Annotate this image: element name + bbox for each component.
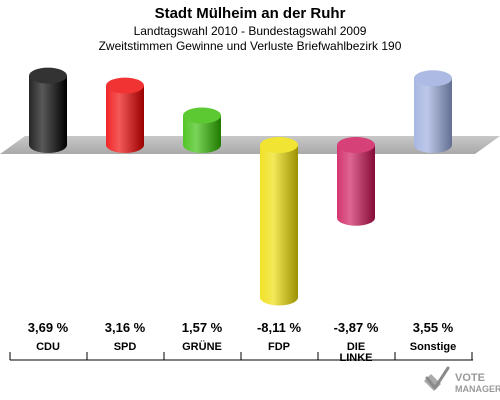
category-label-cdu: CDU	[36, 341, 60, 353]
value-label-sonstige: 3,55 %	[413, 320, 454, 335]
bar-top-spd	[106, 77, 144, 94]
category-label-sonstige: Sonstige	[410, 341, 456, 353]
logo-line-1: VOTE	[455, 372, 485, 384]
value-label-die-linke: -3,87 %	[334, 320, 379, 335]
chart-subtitle-1: Landtagswahl 2010 - Bundestagswahl 2009	[134, 24, 367, 38]
vote-manager-logo: VOTE MANAGER	[424, 366, 500, 394]
bar-top-grüne	[183, 107, 221, 124]
bar-top-fdp	[260, 137, 298, 153]
bar-die-linke	[337, 137, 375, 226]
bar-cdu	[29, 67, 67, 153]
value-label-spd: 3,16 %	[105, 320, 146, 335]
ballot-check-icon	[424, 366, 450, 391]
bar-body-sonstige	[414, 78, 452, 153]
value-label-fdp: -8,11 %	[257, 320, 302, 335]
chart-subtitle-2: Zweitstimmen Gewinne und Verluste Briefw…	[99, 39, 402, 53]
category-label-grüne: GRÜNE	[182, 340, 222, 353]
bar-fdp	[260, 137, 298, 306]
chart-title: Stadt Mülheim an der Ruhr	[155, 5, 346, 22]
value-label-grüne: 1,57 %	[182, 320, 223, 335]
bars	[29, 67, 452, 306]
bar-body-fdp	[260, 145, 298, 306]
bar-body-grüne	[183, 115, 221, 153]
bar-body-die-linke	[337, 145, 375, 226]
bar-top-cdu	[29, 67, 67, 84]
logo-line-2: MANAGER	[455, 384, 500, 394]
bar-top-sonstige	[414, 70, 452, 87]
category-label-spd: SPD	[114, 341, 137, 353]
category-labels: CDU SPD GRÜNE FDP DIE LINKE Sonstige	[36, 340, 456, 364]
category-ticks	[9, 352, 473, 360]
bar-body-cdu	[29, 75, 67, 153]
bar-spd	[106, 77, 144, 153]
category-label-die-linke: DIE LINKE	[340, 341, 373, 364]
bar-top-die-linke	[337, 137, 375, 153]
category-label-fdp: FDP	[268, 341, 290, 353]
bar-grüne	[183, 107, 221, 153]
value-label-cdu: 3,69 %	[28, 320, 69, 335]
bar-body-spd	[106, 85, 144, 153]
bar-sonstige	[414, 70, 452, 153]
value-labels: 3,69 % 3,16 % 1,57 % -8,11 % -3,87 % 3,55 %	[28, 320, 454, 335]
